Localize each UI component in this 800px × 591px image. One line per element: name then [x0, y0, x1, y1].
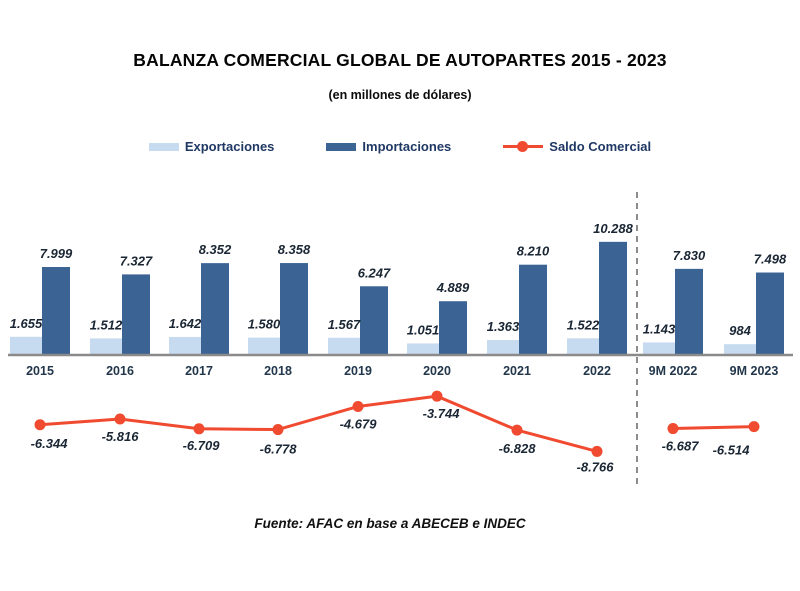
legend-item-saldo: Saldo Comercial — [503, 139, 651, 154]
saldo-point-8 — [667, 423, 679, 435]
saldo-line-marker-icon — [503, 141, 544, 152]
importaciones-value-label-5: 4.889 — [436, 280, 470, 295]
saldo-point-1 — [114, 413, 126, 425]
legend-item-exportaciones: Exportaciones — [148, 139, 275, 154]
legend-label-saldo: Saldo Comercial — [549, 139, 652, 154]
bar-importaciones-4 — [360, 286, 388, 355]
bar-exportaciones-9 — [724, 344, 757, 355]
exportaciones-value-label-1: 1.512 — [90, 317, 123, 332]
saldo-value-label-2: -6.709 — [183, 438, 221, 453]
source-note: Fuente: AFAC en base a ABECEB e INDEC — [254, 516, 526, 531]
saldo-line-segment-1 — [672, 425, 755, 431]
saldo-point-0 — [34, 419, 46, 431]
category-label-9: 9M 2023 — [730, 364, 779, 378]
category-label-6: 2021 — [503, 364, 531, 378]
category-label-2: 2017 — [185, 364, 213, 378]
exportaciones-value-label-4: 1.567 — [328, 317, 361, 332]
importaciones-value-label-4: 6.247 — [358, 265, 391, 280]
chart-title: BALANZA COMERCIAL GLOBAL DE AUTOPARTES 2… — [133, 50, 667, 70]
bar-importaciones-1 — [122, 274, 150, 355]
importaciones-value-label-7: 10.288 — [593, 221, 634, 236]
importaciones-swatch-icon — [326, 142, 357, 151]
bar-importaciones-7 — [599, 241, 627, 355]
saldo-point-3 — [272, 424, 284, 436]
bar-importaciones-8 — [675, 268, 703, 355]
importaciones-value-label-0: 7.999 — [40, 246, 73, 261]
saldo-value-label-9: -6.514 — [713, 443, 751, 458]
importaciones-value-label-1: 7.327 — [120, 253, 153, 268]
category-label-4: 2019 — [344, 364, 372, 378]
exportaciones-value-label-3: 1.580 — [248, 317, 281, 332]
category-label-1: 2016 — [106, 364, 134, 378]
saldo-point-7 — [591, 445, 603, 457]
exportaciones-swatch-icon — [148, 142, 179, 151]
importaciones-value-label-3: 8.358 — [278, 242, 311, 257]
bar-exportaciones-8 — [643, 342, 676, 355]
bar-exportaciones-0 — [10, 336, 43, 355]
saldo-value-label-6: -6.828 — [499, 441, 537, 456]
category-label-3: 2018 — [264, 364, 292, 378]
exportaciones-value-label-7: 1.522 — [567, 317, 600, 332]
category-label-5: 2020 — [423, 364, 451, 378]
category-label-8: 9M 2022 — [649, 364, 698, 378]
exportaciones-value-label-9: 984 — [729, 323, 751, 338]
bar-exportaciones-1 — [90, 338, 123, 355]
category-label-7: 2022 — [583, 364, 611, 378]
legend: Exportaciones Importaciones Saldo Comerc… — [0, 139, 800, 154]
importaciones-value-label-9: 7.498 — [754, 252, 787, 267]
chart-subtitle: (en millones de dólares) — [328, 88, 472, 102]
saldo-line-segment-0 — [39, 394, 598, 453]
saldo-point-9 — [748, 421, 760, 433]
exportaciones-value-label-8: 1.143 — [643, 321, 676, 336]
bar-importaciones-6 — [519, 264, 547, 355]
bar-importaciones-9 — [756, 272, 784, 355]
legend-label-importaciones: Importaciones — [362, 139, 452, 154]
bar-importaciones-5 — [439, 301, 467, 355]
bar-exportaciones-3 — [248, 337, 281, 355]
saldo-value-label-7: -8.766 — [577, 459, 615, 474]
bar-importaciones-3 — [280, 263, 308, 355]
saldo-value-label-8: -6.687 — [662, 439, 700, 454]
saldo-value-label-3: -6.778 — [260, 442, 298, 457]
bar-exportaciones-5 — [407, 343, 440, 355]
bar-importaciones-2 — [201, 263, 229, 355]
importaciones-value-label-8: 7.830 — [673, 248, 706, 263]
exportaciones-value-label-0: 1.655 — [10, 316, 43, 331]
legend-label-exportaciones: Exportaciones — [184, 139, 275, 154]
saldo-point-5 — [431, 390, 443, 402]
bar-exportaciones-4 — [328, 337, 361, 355]
legend-item-importaciones: Importaciones — [326, 139, 451, 154]
saldo-value-label-1: -5.816 — [102, 429, 140, 444]
chart-plot-area: 1.655 7.999 2015 -6.344 1.512 7.327 2016 -5.816… — [8, 192, 793, 487]
bar-exportaciones-6 — [487, 340, 520, 355]
saldo-value-label-4: -4.679 — [340, 416, 378, 431]
saldo-value-label-0: -6.344 — [31, 436, 69, 451]
bar-importaciones-0 — [42, 267, 70, 355]
bar-exportaciones-7 — [567, 338, 600, 355]
importaciones-value-label-6: 8.210 — [517, 244, 550, 259]
importaciones-value-label-2: 8.352 — [199, 242, 232, 257]
bar-exportaciones-2 — [169, 336, 202, 355]
saldo-value-label-5: -3.744 — [423, 406, 461, 421]
exportaciones-value-label-2: 1.642 — [169, 316, 202, 331]
exportaciones-value-label-5: 1.051 — [407, 322, 440, 337]
saldo-point-6 — [511, 424, 523, 436]
saldo-point-4 — [352, 400, 364, 412]
exportaciones-value-label-6: 1.363 — [487, 319, 520, 334]
saldo-point-2 — [193, 423, 205, 435]
category-label-0: 2015 — [26, 364, 54, 378]
